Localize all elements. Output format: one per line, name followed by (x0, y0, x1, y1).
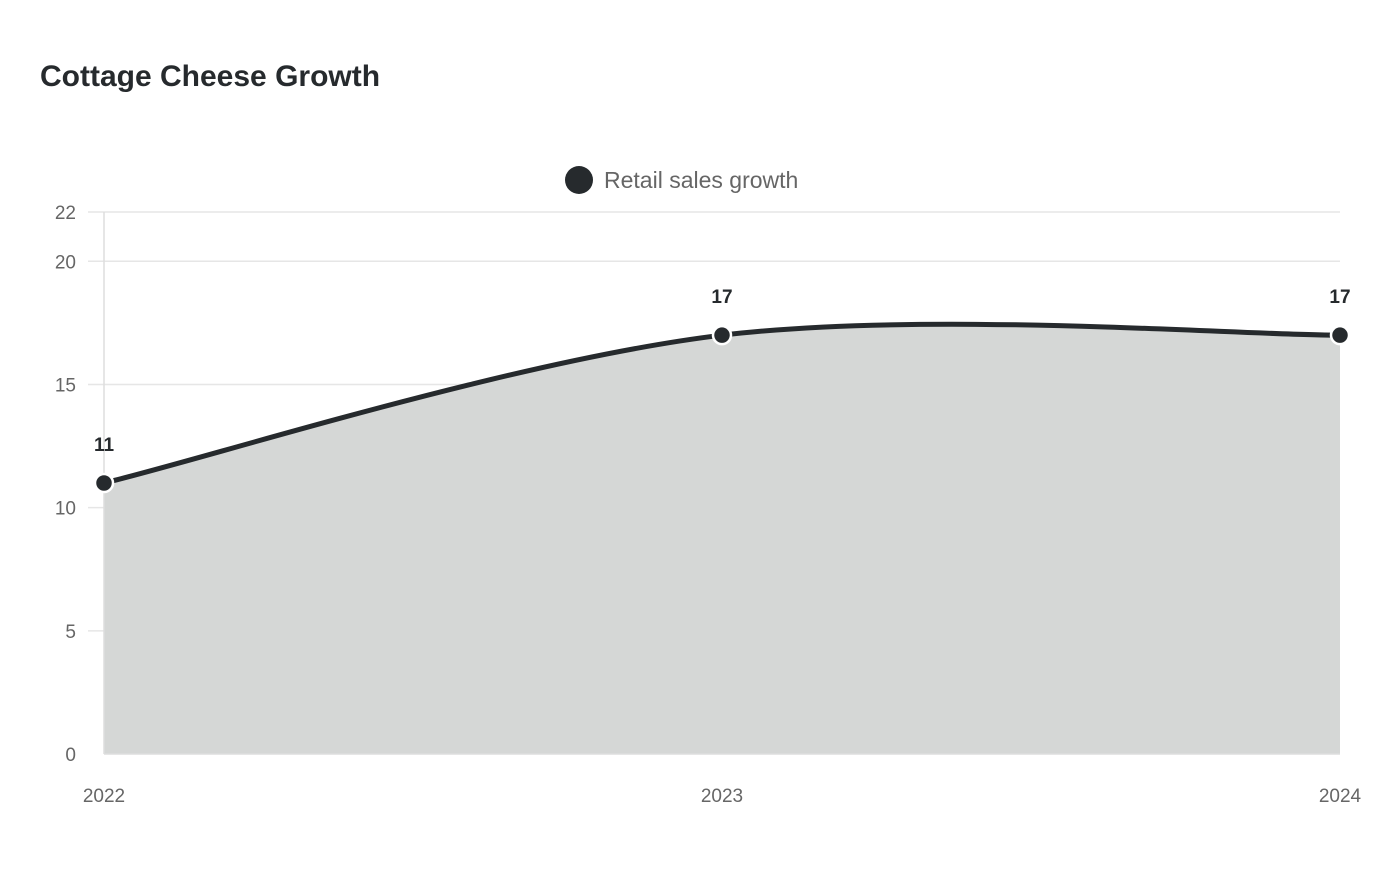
x-axis-ticks: 2022 2023 2024 (83, 786, 1362, 807)
data-point[interactable] (1329, 324, 1351, 346)
area-fill (104, 324, 1340, 754)
chart-title: Cottage Cheese Growth (40, 60, 381, 93)
data-label: 11 (94, 435, 115, 456)
area-series (101, 321, 1343, 754)
legend-label[interactable]: Retail sales growth (604, 167, 798, 193)
y-tick-label: 20 (55, 252, 76, 273)
data-point[interactable] (711, 324, 733, 346)
y-axis-ticks: 0 5 10 15 20 22 (55, 203, 76, 766)
y-tick-label: 22 (55, 203, 76, 224)
x-tick-label: 2022 (83, 786, 125, 807)
y-tick-label: 5 (65, 622, 76, 643)
legend-marker[interactable] (565, 166, 593, 194)
y-tick-label: 10 (55, 499, 76, 520)
y-tick-label: 15 (55, 375, 76, 396)
legend[interactable]: Retail sales growth (565, 166, 798, 194)
data-label: 17 (711, 287, 732, 308)
data-labels: 11 17 17 (94, 287, 1351, 456)
x-tick-label: 2024 (1319, 786, 1362, 807)
data-point[interactable] (93, 472, 115, 494)
y-tick-label: 0 (65, 745, 76, 766)
x-tick-label: 2023 (701, 786, 743, 807)
data-points (93, 324, 1351, 494)
data-label: 17 (1329, 287, 1350, 308)
